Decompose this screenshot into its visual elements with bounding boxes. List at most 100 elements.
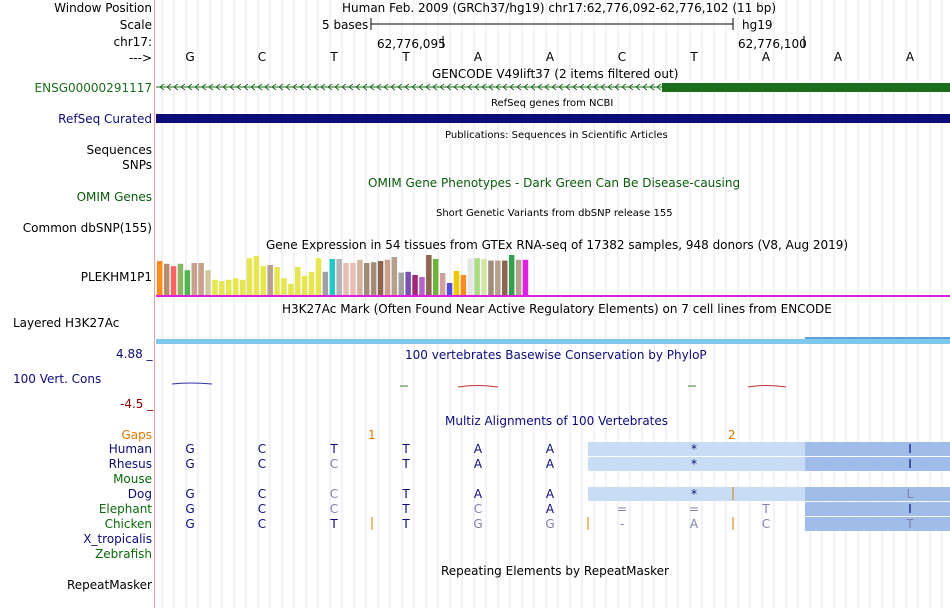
species-label[interactable]: Rhesus (108, 457, 152, 471)
gencode-strand-arrow (474, 83, 480, 91)
dbsnp-track-title[interactable]: Short Genetic Variants from dbSNP releas… (436, 208, 673, 219)
sequences-track-label[interactable]: Sequences (86, 143, 152, 157)
reference-base: T (330, 50, 338, 64)
gencode-strand-arrow (180, 83, 186, 91)
gencode-strand-arrow (635, 83, 641, 91)
multiz-track-title[interactable]: Multiz Alignments of 100 Vertebrates (445, 414, 669, 428)
gtex-tissue-bar (295, 267, 301, 295)
gencode-strand-arrow (313, 83, 319, 91)
gencode-strand-arrow (257, 83, 263, 91)
gencode-strand-arrow (243, 83, 249, 91)
gtex-tissue-bar (219, 281, 225, 295)
gtex-tissue-bar (515, 259, 522, 295)
omim-track-title[interactable]: OMIM Gene Phenotypes - Dark Green Can Be… (368, 176, 741, 190)
gencode-exon (662, 83, 950, 92)
gtex-tissue-bar (170, 266, 177, 295)
species-label[interactable]: X_tropicalis (83, 532, 152, 546)
phylop-track-label[interactable]: 100 Vert. Cons (13, 372, 102, 386)
aligned-base: I (908, 457, 912, 471)
gtex-track-label[interactable]: PLEKHM1P1 (80, 270, 152, 284)
gaps-label[interactable]: Gaps (121, 428, 152, 442)
gencode-strand-arrow (579, 83, 585, 91)
gencode-strand-arrow (306, 83, 312, 91)
reference-base: A (833, 50, 843, 64)
multiz-conservation-block (805, 457, 950, 471)
gencode-strand-arrow (397, 83, 403, 91)
species-label[interactable]: Human (108, 442, 152, 456)
gtex-tissue-bar (246, 258, 253, 295)
window-position-label: Window Position (54, 1, 152, 15)
gencode-strand-arrow (551, 83, 557, 91)
gencode-strand-arrow (327, 83, 333, 91)
species-label[interactable]: Mouse (113, 472, 152, 486)
phylop-track-title[interactable]: 100 vertebrates Basewise Conservation by… (405, 348, 707, 362)
aligned-base: C (329, 502, 339, 516)
gtex-track-title[interactable]: Gene Expression in 54 tissues from GTEx … (266, 238, 849, 252)
gtex-tissue-bar (481, 259, 487, 295)
gencode-strand-arrow (390, 83, 396, 91)
gencode-track-title[interactable]: GENCODE V49lift37 (2 items filtered out) (432, 67, 679, 81)
gencode-strand-arrow (614, 83, 620, 91)
gencode-strand-arrow (642, 83, 648, 91)
gtex-tissue-bar (495, 260, 501, 295)
gencode-track-label[interactable]: ENSG00000291117 (34, 81, 152, 95)
gencode-strand-arrow (201, 83, 207, 91)
aligned-base: C (257, 457, 267, 471)
reference-base: T (690, 50, 698, 64)
species-label[interactable]: Zebrafish (95, 547, 152, 561)
aligned-base: T (402, 442, 410, 456)
gencode-strand-arrow (453, 83, 459, 91)
reference-base: T (402, 50, 410, 64)
species-label[interactable]: Chicken (104, 517, 152, 531)
gencode-strand-arrow (187, 83, 193, 91)
gtex-tissue-bar (391, 257, 398, 295)
aligned-base: G (185, 502, 195, 516)
aligned-base: - (619, 517, 625, 531)
gtex-tissue-bar (322, 271, 329, 295)
h3k27ac-track-title[interactable]: H3K27Ac Mark (Often Found Near Active Re… (282, 302, 832, 316)
refseq-track-label[interactable]: RefSeq Curated (58, 112, 152, 126)
snps-track-label[interactable]: SNPs (122, 158, 152, 172)
gencode-strand-arrow (194, 83, 200, 91)
aligned-base: T (402, 487, 410, 501)
gencode-strand-arrow (278, 83, 284, 91)
refseq-track-title[interactable]: RefSeq genes from NCBI (491, 98, 614, 109)
aligned-base: I (908, 442, 912, 456)
aligned-base: C (257, 442, 267, 456)
species-label[interactable]: Dog (127, 487, 152, 501)
publications-track-title[interactable]: Publications: Sequences in Scientific Ar… (445, 130, 668, 141)
aligned-base: = (688, 502, 700, 516)
dbsnp-track-label[interactable]: Common dbSNP(155) (22, 221, 152, 235)
gencode-strand-arrow (285, 83, 291, 91)
multiz-conservation-block (588, 457, 805, 471)
repeatmasker-track-title[interactable]: Repeating Elements by RepeatMasker (441, 564, 669, 578)
reference-base: C (257, 50, 267, 64)
phylop-signal (457, 385, 499, 388)
gtex-tissue-bar (350, 263, 356, 295)
h3k27ac-signal (156, 339, 950, 344)
omim-track-label[interactable]: OMIM Genes (76, 190, 152, 204)
scale-bar-text: 5 bases (322, 18, 369, 32)
gtex-tissue-bar (281, 278, 287, 295)
gencode-strand-arrow (376, 83, 382, 91)
refseq-gene-bar (156, 114, 950, 123)
gencode-strand-arrow (229, 83, 235, 91)
phylop-min-label: -4.5 _ (120, 397, 154, 411)
gtex-tissue-bar (474, 258, 480, 295)
multiz-conservation-block (805, 487, 950, 501)
gencode-strand-arrow (264, 83, 270, 91)
aligned-base: T (402, 457, 410, 471)
gtex-tissue-bar (198, 263, 204, 295)
aligned-base: * (691, 487, 697, 501)
gencode-strand-arrow (607, 83, 613, 91)
repeatmasker-track-label[interactable]: RepeatMasker (66, 578, 152, 592)
gtex-tissue-bar (301, 275, 308, 295)
gtex-tissue-bar (384, 259, 391, 295)
h3k27ac-track-label[interactable]: Layered H3K27Ac (13, 316, 120, 330)
aligned-base: * (691, 442, 697, 456)
gtex-tissue-bar (205, 270, 211, 295)
gencode-strand-arrow (236, 83, 242, 91)
species-label[interactable]: Elephant (98, 502, 152, 516)
aligned-base: G (473, 517, 483, 531)
multiz-conservation-block (805, 442, 950, 456)
